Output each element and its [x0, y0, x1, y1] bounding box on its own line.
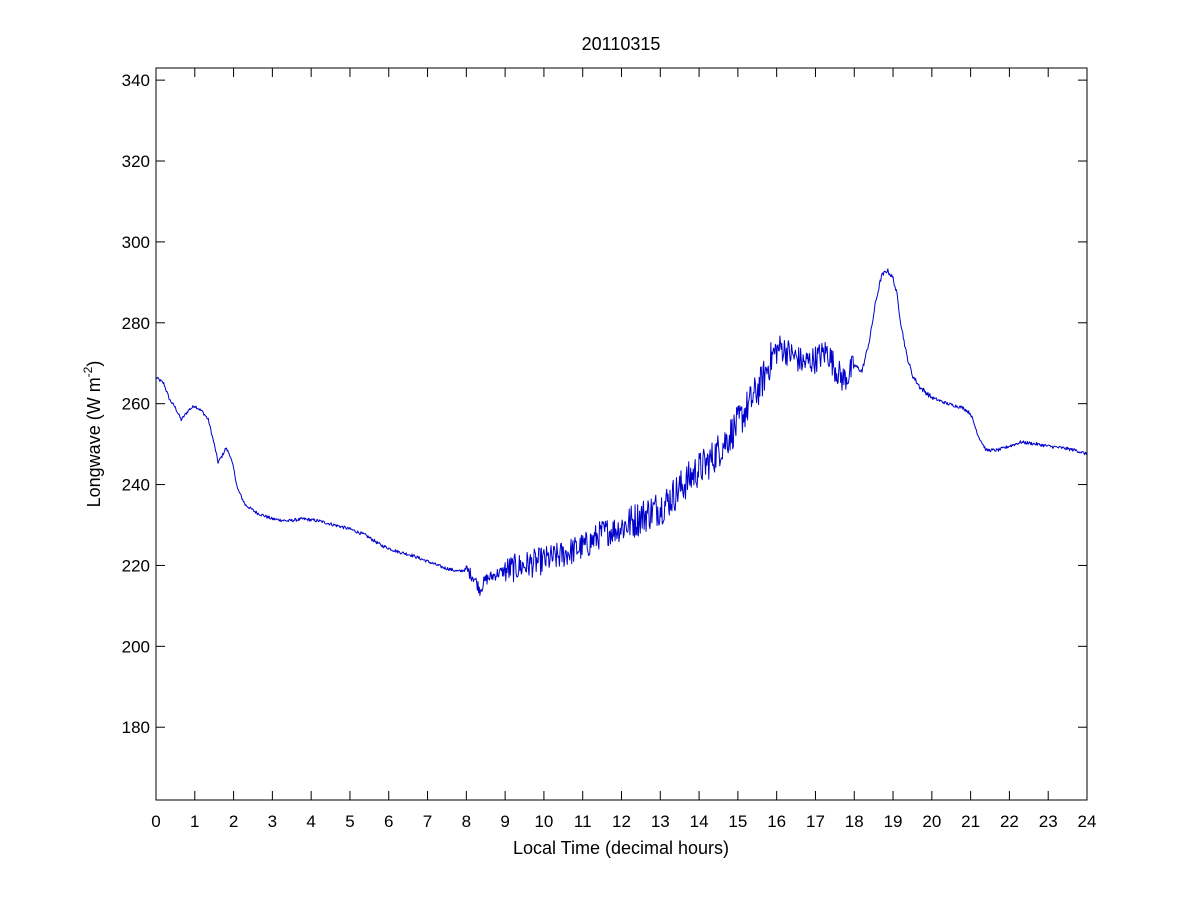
- series-line: [155, 268, 1088, 596]
- y-tick-label: 200: [122, 637, 150, 656]
- chart-title: 20110315: [582, 34, 661, 54]
- x-tick-label: 12: [612, 812, 631, 831]
- x-tick-label: 13: [651, 812, 670, 831]
- x-tick-label: 5: [345, 812, 354, 831]
- x-axis-title: Local Time (decimal hours): [513, 838, 729, 858]
- y-axis-title-main: Longwave (W m: [84, 377, 104, 507]
- x-tick-label: 22: [1000, 812, 1019, 831]
- y-tick-label: 340: [122, 71, 150, 90]
- x-tick-label: 21: [961, 812, 980, 831]
- y-axis-title-superscript: -2: [81, 366, 95, 377]
- x-tick-label: 16: [767, 812, 786, 831]
- y-tick-label: 240: [122, 476, 150, 495]
- y-tick-label: 280: [122, 314, 150, 333]
- y-tick-label: 180: [122, 718, 150, 737]
- x-tick-label: 23: [1039, 812, 1058, 831]
- x-tick-label: 15: [728, 812, 747, 831]
- x-tick-label: 18: [845, 812, 864, 831]
- x-tick-label: 14: [690, 812, 709, 831]
- plot-area-frame: [155, 67, 1088, 801]
- x-tick-label: 24: [1078, 812, 1097, 831]
- x-tick-label: 3: [268, 812, 277, 831]
- x-tick-label: 9: [500, 812, 509, 831]
- x-tick-label: 7: [423, 812, 432, 831]
- x-tick-label: 8: [462, 812, 471, 831]
- y-axis-title-close: ): [84, 361, 104, 367]
- axis-ticks: [155, 68, 1088, 800]
- x-tick-label: 6: [384, 812, 393, 831]
- x-tick-label: 0: [151, 812, 160, 831]
- y-tick-label: 320: [122, 152, 150, 171]
- y-tick-label: 260: [122, 395, 150, 414]
- x-tick-label: 1: [190, 812, 199, 831]
- axis-tick-labels: 0 1 2 3 4 5 6 7 8 9 10 11 12 13 14 15 16 17 18 19 20 21 22 23 24…: [122, 71, 1097, 831]
- x-tick-label: 17: [806, 812, 825, 831]
- x-tick-label: 2: [229, 812, 238, 831]
- x-tick-label: 10: [534, 812, 553, 831]
- x-tick-label: 11: [574, 812, 592, 831]
- x-tick-label: 20: [922, 812, 941, 831]
- y-tick-label: 300: [122, 233, 150, 252]
- x-tick-label: 4: [306, 812, 315, 831]
- x-tick-label: 19: [884, 812, 903, 831]
- y-axis-title: Longwave (W m-2): [81, 361, 104, 508]
- y-tick-label: 220: [122, 556, 150, 575]
